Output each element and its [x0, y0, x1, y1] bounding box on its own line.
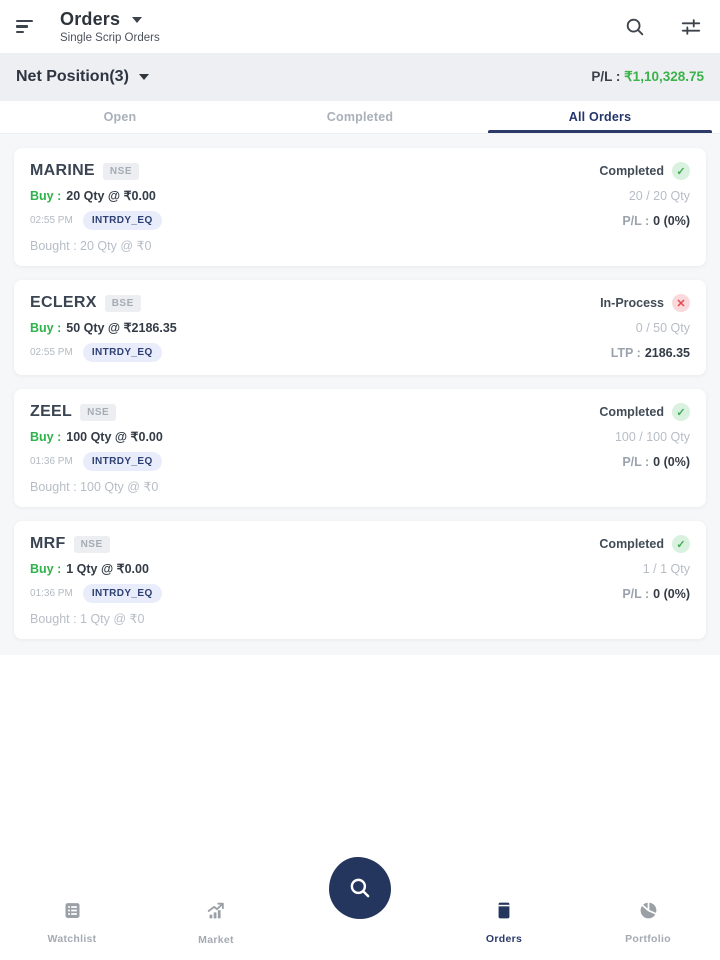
order-card[interactable]: MARINE NSE Completed ✓ Buy : 20 Qty @ ₹0…: [14, 148, 706, 266]
order-tabs: Open Completed All Orders: [0, 101, 720, 134]
metric-label: P/L :: [622, 586, 650, 601]
sort-lines-icon[interactable]: [16, 13, 44, 41]
search-fab[interactable]: [329, 857, 391, 919]
order-symbol: ZEEL: [30, 403, 73, 420]
watchlist-list-icon: [62, 900, 83, 926]
qty-price: 20 Qty @ ₹0.00: [66, 189, 156, 203]
orders-list: MARINE NSE Completed ✓ Buy : 20 Qty @ ₹0…: [0, 134, 720, 655]
order-status: Completed: [599, 164, 664, 178]
bought-row: Bought : 20 Qty @ ₹0: [30, 238, 690, 253]
fill-qty: 0 / 50 Qty: [635, 320, 690, 335]
bought-detail: Bought : 100 Qty @ ₹0: [30, 480, 159, 494]
product-badge: INTRDY_EQ: [82, 584, 162, 603]
qty-price: 1 Qty @ ₹0.00: [66, 562, 149, 576]
order-status: Completed: [599, 537, 664, 551]
bought-detail: Bought : 20 Qty @ ₹0: [30, 239, 152, 253]
metric-label: P/L :: [622, 213, 650, 228]
order-symbol: MARINE: [30, 162, 95, 179]
exchange-badge: NSE: [80, 403, 117, 421]
check-circle-icon: ✓: [672, 535, 690, 553]
metric-value: 2186.35: [644, 345, 690, 360]
product-badge: INTRDY_EQ: [82, 343, 162, 362]
bought-row: Bought : 100 Qty @ ₹0: [30, 479, 690, 494]
order-card[interactable]: ZEEL NSE Completed ✓ Buy : 100 Qty @ ₹0.…: [14, 389, 706, 507]
check-circle-icon: ✓: [672, 403, 690, 421]
metric-value: 0 (0%): [653, 454, 690, 469]
orders-title-dropdown[interactable]: Orders: [60, 9, 160, 30]
order-time: 02:55 PM: [30, 347, 73, 358]
order-card[interactable]: MRF NSE Completed ✓ Buy : 1 Qty @ ₹0.00 …: [14, 521, 706, 639]
tab-open[interactable]: Open: [103, 110, 137, 124]
bought-detail: Bought : 1 Qty @ ₹0: [30, 612, 145, 626]
side-label: Buy :: [30, 188, 62, 203]
search-icon[interactable]: [622, 14, 648, 40]
order-symbol: MRF: [30, 535, 66, 552]
order-time: 01:36 PM: [30, 588, 73, 599]
net-position-bar: Net Position(3) P/L : ₹1,10,328.75: [0, 53, 720, 101]
exchange-badge: NSE: [73, 535, 110, 553]
market-chart-icon: [205, 900, 227, 927]
exchange-badge: NSE: [102, 162, 139, 180]
pl-label: P/L :: [591, 69, 621, 84]
side-label: Buy :: [30, 320, 62, 335]
exchange-badge: BSE: [104, 294, 141, 312]
side-label: Buy :: [30, 561, 62, 576]
nav-label: Portfolio: [625, 933, 671, 945]
portfolio-pie-icon: [638, 900, 659, 926]
qty-price: 100 Qty @ ₹0.00: [66, 430, 163, 444]
bought-row: Bought : 1 Qty @ ₹0: [30, 611, 690, 626]
tab-completed[interactable]: Completed: [326, 110, 394, 124]
nav-label: Watchlist: [47, 933, 97, 945]
net-pl: P/L : ₹1,10,328.75: [591, 69, 704, 85]
chevron-down-icon: [132, 16, 143, 23]
order-time: 01:36 PM: [30, 456, 73, 467]
nav-market[interactable]: Market: [144, 888, 288, 960]
nav-label: Orders: [485, 933, 523, 945]
order-symbol: ECLERX: [30, 294, 97, 311]
tab-all-orders[interactable]: All Orders: [480, 101, 720, 133]
fill-qty: 1 / 1 Qty: [642, 561, 690, 576]
net-position-dropdown[interactable]: Net Position(3): [16, 68, 149, 86]
nav-portfolio[interactable]: Portfolio: [576, 888, 720, 960]
metric-label: LTP :: [610, 345, 641, 360]
check-circle-icon: ✓: [672, 162, 690, 180]
page-subtitle: Single Scrip Orders: [60, 32, 160, 44]
nav-label: Market: [198, 934, 234, 946]
order-time: 02:55 PM: [30, 215, 73, 226]
order-status: Completed: [599, 405, 664, 419]
orders-book-icon: [494, 900, 514, 926]
tune-sliders-icon[interactable]: [678, 14, 704, 40]
nav-watchlist[interactable]: Watchlist: [0, 888, 144, 960]
nav-orders[interactable]: Orders: [432, 888, 576, 960]
pl-value: ₹1,10,328.75: [624, 69, 704, 84]
product-badge: INTRDY_EQ: [82, 452, 162, 471]
page-title: Orders: [60, 9, 121, 29]
side-label: Buy :: [30, 429, 62, 444]
fill-qty: 20 / 20 Qty: [628, 188, 690, 203]
order-status: In-Process: [600, 296, 664, 310]
metric-value: 0 (0%): [653, 213, 690, 228]
chevron-down-icon: [138, 74, 149, 80]
x-circle-icon: ✕: [672, 294, 690, 312]
net-position-label: Net Position(3): [16, 68, 129, 85]
fill-qty: 100 / 100 Qty: [614, 429, 690, 444]
metric-label: P/L :: [622, 454, 650, 469]
order-card[interactable]: ECLERX BSE In-Process ✕ Buy : 50 Qty @ ₹…: [14, 280, 706, 375]
product-badge: INTRDY_EQ: [82, 211, 162, 230]
metric-value: 0 (0%): [653, 586, 690, 601]
qty-price: 50 Qty @ ₹2186.35: [66, 321, 177, 335]
app-header: Orders Single Scrip Orders: [0, 0, 720, 53]
